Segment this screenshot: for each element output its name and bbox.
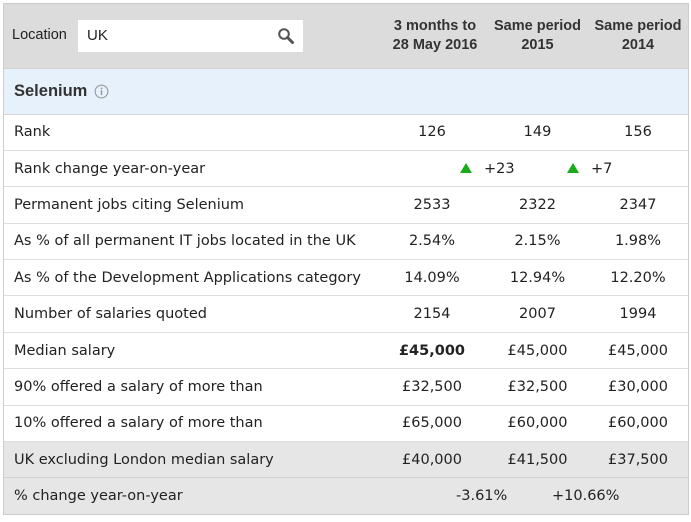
row-label: Number of salaries quoted (4, 295, 383, 333)
table-row-90-percent: 90% offered a salary of more than £32,50… (4, 368, 688, 406)
column-header-line: Same period (493, 17, 582, 34)
row-label: Rank change year-on-year (4, 150, 383, 188)
rank-change-value: +23 (484, 160, 515, 177)
info-icon[interactable] (94, 84, 109, 99)
row-label: Permanent jobs citing Selenium (4, 186, 383, 224)
cell-value: £40,000 (383, 441, 487, 479)
cell-value: 1994 (588, 295, 688, 333)
cell-value: 126 (383, 114, 487, 151)
location-input[interactable] (78, 19, 303, 52)
cell-value: 149 (487, 114, 588, 151)
rank-change-value: +7 (591, 160, 613, 177)
rank-change-cells: +23 +7 (383, 150, 688, 188)
cell-value: 156 (588, 114, 688, 151)
table-row-permanent-jobs: Permanent jobs citing Selenium 2533 2322… (4, 186, 688, 224)
table-row-rank-change: Rank change year-on-year +23 +7 (4, 150, 688, 188)
cell-value: £32,500 (487, 368, 588, 406)
column-header-line: 2014 (621, 36, 655, 53)
table-row-rank: Rank 126 149 156 (4, 114, 688, 151)
column-header-line: 2015 (521, 36, 554, 53)
row-label: Median salary (4, 332, 383, 370)
section-header: Selenium (4, 67, 688, 115)
location-input-box[interactable] (78, 19, 303, 52)
pct-change-2014: +10.66% (552, 488, 620, 505)
cell-value: 2347 (588, 186, 688, 224)
rank-change-2014: +7 (567, 151, 612, 186)
cell-value: 2322 (487, 186, 588, 224)
cell-value: £37,500 (588, 441, 688, 479)
cell-value: 12.94% (487, 259, 588, 297)
table-header: Location 3 months to 28 May 2016 Same per… (4, 4, 688, 68)
triangle-up-icon (567, 162, 579, 173)
location-filter: Location (4, 4, 383, 68)
cell-value: £45,000 (588, 332, 688, 370)
cell-value: 14.09% (383, 259, 487, 297)
column-header-2015: Same period 2015 (487, 4, 588, 68)
pct-change-cells: -3.61% +10.66% (383, 478, 688, 514)
column-header-current: 3 months to 28 May 2016 (383, 4, 487, 68)
cell-value: £32,500 (383, 368, 487, 406)
column-header-line: 3 months to (393, 17, 477, 34)
row-label: 10% offered a salary of more than (4, 405, 383, 443)
row-label: As % of all permanent IT jobs located in… (4, 223, 383, 261)
table-row-median-salary: Median salary £45,000 £45,000 £45,000 (4, 332, 688, 370)
column-header-line: 28 May 2016 (392, 36, 478, 53)
cell-value: 2154 (383, 295, 487, 333)
cell-value: 2.54% (383, 223, 487, 261)
column-header-line: Same period (594, 17, 682, 34)
cell-value: 2.15% (487, 223, 588, 261)
cell-value: £60,000 (487, 405, 588, 443)
cell-value: 2533 (383, 186, 487, 224)
table-row-salaries-quoted: Number of salaries quoted 2154 2007 1994 (4, 295, 688, 333)
cell-value: 2007 (487, 295, 588, 333)
cell-value: £41,500 (487, 441, 588, 479)
search-icon[interactable] (277, 27, 295, 45)
table-row-10-percent: 10% offered a salary of more than £65,00… (4, 405, 688, 443)
location-label: Location (12, 27, 67, 44)
table-row-pct-change: % change year-on-year -3.61% +10.66% (4, 477, 688, 515)
row-label: % change year-on-year (14, 488, 183, 505)
column-header-2014: Same period 2014 (588, 4, 688, 68)
table-row-pct-category: As % of the Development Applications cat… (4, 259, 688, 297)
triangle-up-icon (460, 162, 472, 173)
cell-value-highlight: £45,000 (383, 332, 487, 370)
table-row-pct-it-jobs: As % of all permanent IT jobs located in… (4, 223, 688, 261)
cell-value: £45,000 (487, 332, 588, 370)
row-label: As % of the Development Applications cat… (4, 259, 383, 297)
cell-value: £65,000 (383, 405, 487, 443)
stats-table: Location 3 months to 28 May 2016 Same per… (4, 4, 688, 515)
section-title: Selenium (4, 82, 109, 101)
salary-stats-panel: Location 3 months to 28 May 2016 Same per… (3, 3, 689, 515)
section-title-text: Selenium (14, 82, 88, 100)
rank-change-2015: +23 (460, 151, 515, 186)
cell-value: £60,000 (588, 405, 688, 443)
table-row-uk-ex-london: UK excluding London median salary £40,00… (4, 441, 688, 479)
cell-value: 12.20% (588, 259, 688, 297)
cell-value: £30,000 (588, 368, 688, 406)
row-label: UK excluding London median salary (4, 441, 383, 479)
cell-value: 1.98% (588, 223, 688, 261)
row-label: 90% offered a salary of more than (4, 368, 383, 406)
row-label: Rank (4, 114, 383, 151)
pct-change-2015: -3.61% (456, 488, 508, 505)
